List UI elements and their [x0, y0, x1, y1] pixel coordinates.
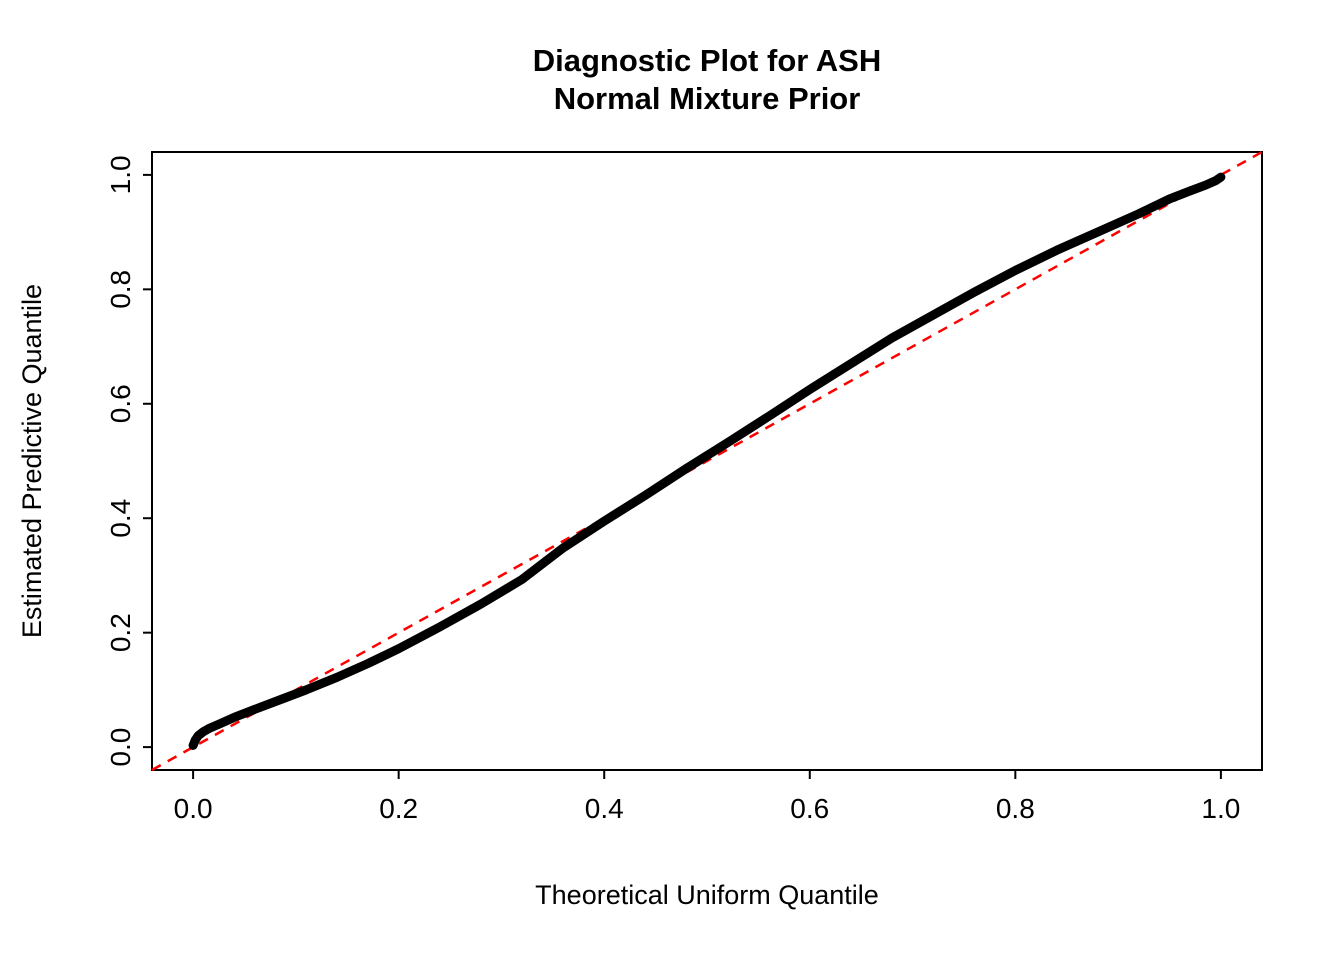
x-axis-title: Theoretical Uniform Quantile [535, 880, 879, 910]
x-tick-label: 0.8 [996, 793, 1035, 824]
x-tick-label: 0.6 [790, 793, 829, 824]
reference-identity-line [151, 150, 1263, 772]
plot-box [151, 151, 1263, 771]
y-axis-title: Estimated Predictive Quantile [17, 283, 47, 639]
y-tick-label: 0.6 [105, 384, 136, 423]
y-tick-label: 0.4 [105, 499, 136, 538]
plot-title-line2: Normal Mixture Prior [553, 81, 861, 116]
y-tick-label: 1.0 [105, 155, 136, 194]
plot-title-line1: Diagnostic Plot for ASH [532, 43, 882, 78]
y-tick-label: 0.2 [105, 613, 136, 652]
quantile-curve [188, 172, 1226, 750]
x-tick-label: 0.0 [174, 793, 213, 824]
plot-title: Diagnostic Plot for ASH Normal Mixture P… [152, 42, 1262, 118]
x-tick-label: 0.2 [379, 793, 418, 824]
y-tick-label: 0.0 [105, 728, 136, 767]
x-tick-label: 0.4 [585, 793, 624, 824]
x-tick-label: 1.0 [1201, 793, 1240, 824]
y-tick-label: 0.8 [105, 270, 136, 309]
